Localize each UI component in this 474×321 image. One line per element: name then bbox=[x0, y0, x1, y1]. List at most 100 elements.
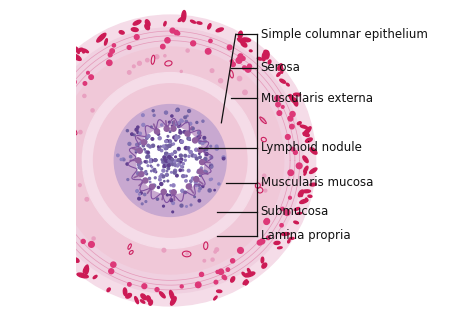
Circle shape bbox=[247, 64, 251, 68]
Circle shape bbox=[140, 142, 142, 143]
Ellipse shape bbox=[36, 117, 40, 124]
Circle shape bbox=[146, 58, 149, 62]
Circle shape bbox=[180, 161, 182, 163]
Circle shape bbox=[185, 120, 188, 123]
Circle shape bbox=[184, 159, 186, 161]
Circle shape bbox=[137, 163, 140, 166]
Circle shape bbox=[157, 164, 159, 166]
Ellipse shape bbox=[264, 50, 268, 53]
Circle shape bbox=[128, 143, 131, 145]
Circle shape bbox=[138, 147, 141, 150]
Ellipse shape bbox=[54, 82, 62, 87]
Ellipse shape bbox=[217, 290, 222, 292]
Circle shape bbox=[210, 69, 214, 73]
Circle shape bbox=[39, 152, 43, 155]
Circle shape bbox=[209, 39, 212, 43]
Circle shape bbox=[293, 151, 297, 154]
Ellipse shape bbox=[297, 213, 302, 214]
Circle shape bbox=[67, 77, 71, 81]
Circle shape bbox=[288, 170, 293, 176]
Text: Submucosa: Submucosa bbox=[261, 205, 329, 218]
Circle shape bbox=[180, 158, 183, 161]
Circle shape bbox=[165, 140, 167, 142]
Ellipse shape bbox=[46, 92, 49, 99]
Circle shape bbox=[289, 196, 292, 199]
Circle shape bbox=[109, 269, 114, 274]
Circle shape bbox=[184, 146, 188, 150]
Ellipse shape bbox=[277, 73, 280, 76]
Ellipse shape bbox=[306, 198, 308, 201]
Circle shape bbox=[151, 170, 152, 172]
Circle shape bbox=[91, 109, 94, 112]
Circle shape bbox=[170, 185, 172, 186]
Circle shape bbox=[71, 133, 73, 136]
Circle shape bbox=[153, 184, 155, 187]
Ellipse shape bbox=[310, 168, 317, 173]
Circle shape bbox=[153, 114, 155, 116]
Circle shape bbox=[169, 158, 172, 160]
Circle shape bbox=[238, 54, 243, 59]
Circle shape bbox=[166, 145, 169, 148]
Circle shape bbox=[194, 196, 195, 197]
Circle shape bbox=[182, 163, 184, 165]
Ellipse shape bbox=[293, 98, 296, 103]
Circle shape bbox=[120, 159, 122, 160]
Circle shape bbox=[175, 136, 178, 140]
Circle shape bbox=[172, 121, 175, 124]
Circle shape bbox=[155, 288, 159, 291]
Circle shape bbox=[236, 57, 242, 63]
Ellipse shape bbox=[123, 288, 127, 296]
Circle shape bbox=[129, 155, 132, 158]
Circle shape bbox=[126, 163, 128, 165]
Circle shape bbox=[202, 120, 204, 122]
Ellipse shape bbox=[303, 127, 311, 135]
Circle shape bbox=[180, 119, 182, 122]
Circle shape bbox=[179, 169, 182, 171]
Circle shape bbox=[165, 163, 169, 166]
Ellipse shape bbox=[237, 38, 244, 43]
Circle shape bbox=[174, 165, 176, 167]
Circle shape bbox=[144, 193, 146, 195]
Circle shape bbox=[178, 126, 179, 128]
Circle shape bbox=[183, 131, 186, 133]
Circle shape bbox=[187, 137, 190, 140]
Circle shape bbox=[208, 189, 211, 192]
Circle shape bbox=[170, 190, 172, 192]
Ellipse shape bbox=[39, 201, 42, 204]
Circle shape bbox=[211, 166, 213, 168]
Ellipse shape bbox=[60, 66, 65, 76]
Ellipse shape bbox=[298, 190, 303, 197]
Circle shape bbox=[133, 65, 135, 68]
Circle shape bbox=[151, 138, 154, 140]
Circle shape bbox=[282, 106, 284, 108]
Ellipse shape bbox=[300, 199, 308, 204]
Circle shape bbox=[198, 184, 200, 186]
Circle shape bbox=[164, 55, 166, 57]
Circle shape bbox=[155, 177, 156, 179]
Circle shape bbox=[186, 253, 188, 255]
Ellipse shape bbox=[159, 292, 165, 298]
Circle shape bbox=[111, 262, 116, 267]
Ellipse shape bbox=[302, 190, 310, 193]
Circle shape bbox=[160, 174, 163, 176]
Ellipse shape bbox=[280, 79, 285, 83]
Ellipse shape bbox=[149, 300, 153, 305]
Ellipse shape bbox=[47, 224, 53, 230]
Circle shape bbox=[182, 175, 184, 178]
Circle shape bbox=[138, 194, 140, 195]
Circle shape bbox=[163, 164, 166, 168]
Circle shape bbox=[175, 156, 176, 158]
Circle shape bbox=[189, 138, 191, 140]
Circle shape bbox=[181, 140, 183, 143]
Ellipse shape bbox=[50, 227, 54, 230]
Circle shape bbox=[296, 163, 302, 169]
Ellipse shape bbox=[182, 11, 186, 22]
Ellipse shape bbox=[297, 122, 301, 125]
Ellipse shape bbox=[35, 138, 38, 143]
Circle shape bbox=[170, 159, 171, 160]
Circle shape bbox=[215, 147, 219, 150]
Circle shape bbox=[172, 202, 174, 204]
Circle shape bbox=[222, 157, 225, 160]
Ellipse shape bbox=[262, 52, 266, 61]
Circle shape bbox=[175, 135, 177, 136]
